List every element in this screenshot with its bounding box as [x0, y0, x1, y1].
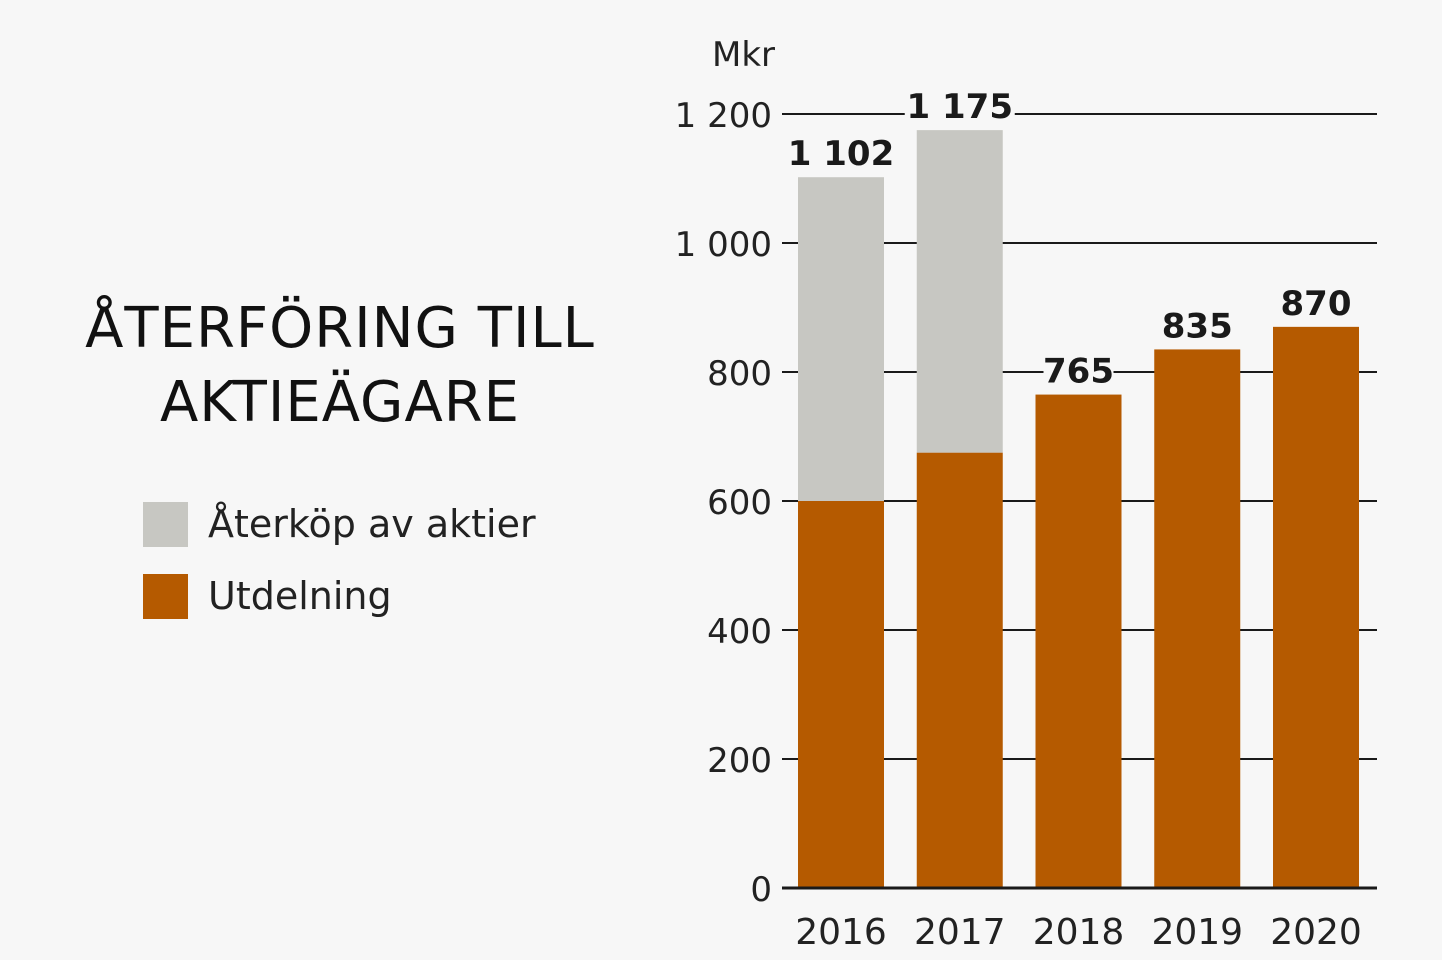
y-tick-label-1000: 1 000: [675, 225, 772, 265]
y-axis-unit-label: Mkr: [712, 35, 775, 75]
bar-dividend-2019: [1154, 349, 1241, 888]
total-label-2016: 1 102: [788, 134, 894, 174]
total-label-bg-2019: [1162, 305, 1233, 346]
y-tick-label-1200: 1 200: [675, 96, 772, 136]
bar-buyback-2016: [798, 177, 884, 501]
x-tick-label-2018: 2018: [1033, 912, 1125, 953]
x-tick-label-2017: 2017: [914, 912, 1006, 953]
legend: Återköp av aktier Utdelning: [143, 500, 536, 644]
x-tick-label-2016: 2016: [795, 912, 887, 953]
bar-dividend-2020: [1273, 326, 1359, 889]
y-tick-label-400: 400: [707, 612, 772, 652]
legend-label-dividend: Utdelning: [208, 574, 392, 618]
legend-item-dividend: Utdelning: [143, 572, 536, 620]
total-label-bg-2020: [1281, 282, 1351, 323]
y-tick-label-200: 200: [707, 741, 772, 781]
total-label-2017: 1 175: [907, 87, 1013, 127]
legend-swatch-buyback: [143, 501, 188, 547]
chart-title-line-1: ÅTERFÖRING TILL: [85, 296, 595, 361]
total-label-bg-2016: [786, 133, 896, 174]
legend-label-buyback: Återköp av aktier: [208, 502, 536, 546]
total-label-2020: 870: [1281, 284, 1352, 324]
total-label-bg-2018: [1043, 350, 1114, 391]
bar-buyback-2017: [916, 130, 1003, 453]
bar-dividend-2018: [1035, 394, 1122, 888]
chart-title: ÅTERFÖRING TILL AKTIEÄGARE: [40, 292, 640, 440]
x-tick-label-2020: 2020: [1270, 912, 1362, 953]
y-tick-label-0: 0: [750, 870, 772, 910]
bar-dividend-2017: [916, 452, 1003, 888]
x-tick-label-2019: 2019: [1151, 912, 1243, 953]
chart-title-line-2: AKTIEÄGARE: [159, 370, 521, 435]
y-tick-label-600: 600: [707, 483, 772, 523]
y-tick-label-800: 800: [707, 354, 772, 394]
total-label-bg-2017: [904, 86, 1015, 127]
total-label-2019: 835: [1162, 306, 1233, 346]
total-label-2018: 765: [1043, 352, 1114, 392]
bar-dividend-2016: [798, 501, 884, 888]
legend-swatch-dividend: [143, 573, 188, 619]
legend-item-buyback: Återköp av aktier: [143, 500, 536, 548]
